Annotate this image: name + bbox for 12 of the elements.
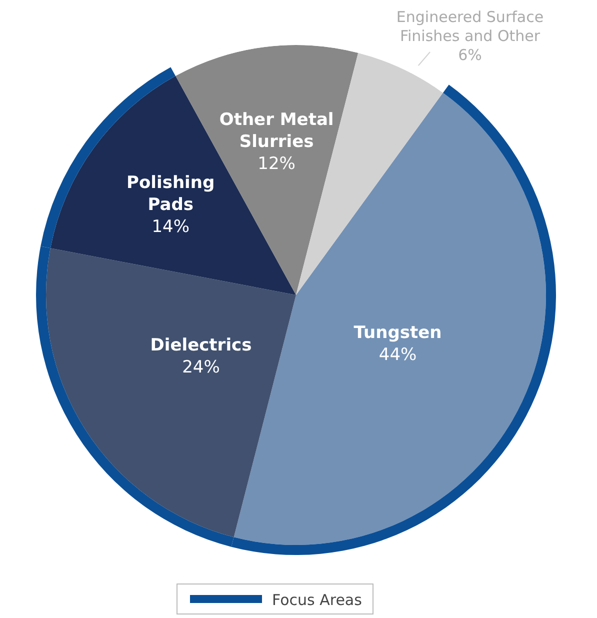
data-label: 24%	[182, 357, 220, 378]
slice-label: Dielectrics	[150, 335, 252, 356]
slice-label: Engineered Surface Finishes and Other	[396, 8, 544, 45]
legend-label: Focus Areas	[272, 591, 362, 609]
slice-label: Tungsten	[354, 322, 442, 343]
data-label: 6%	[458, 46, 482, 64]
data-label: 14%	[152, 216, 190, 237]
data-label: 12%	[258, 154, 296, 174]
data-label: 44%	[378, 344, 417, 365]
slice-label: Polishing Pads	[126, 172, 215, 215]
pie-slice	[46, 248, 296, 538]
slice-label: Other Metal Slurries	[219, 110, 334, 152]
